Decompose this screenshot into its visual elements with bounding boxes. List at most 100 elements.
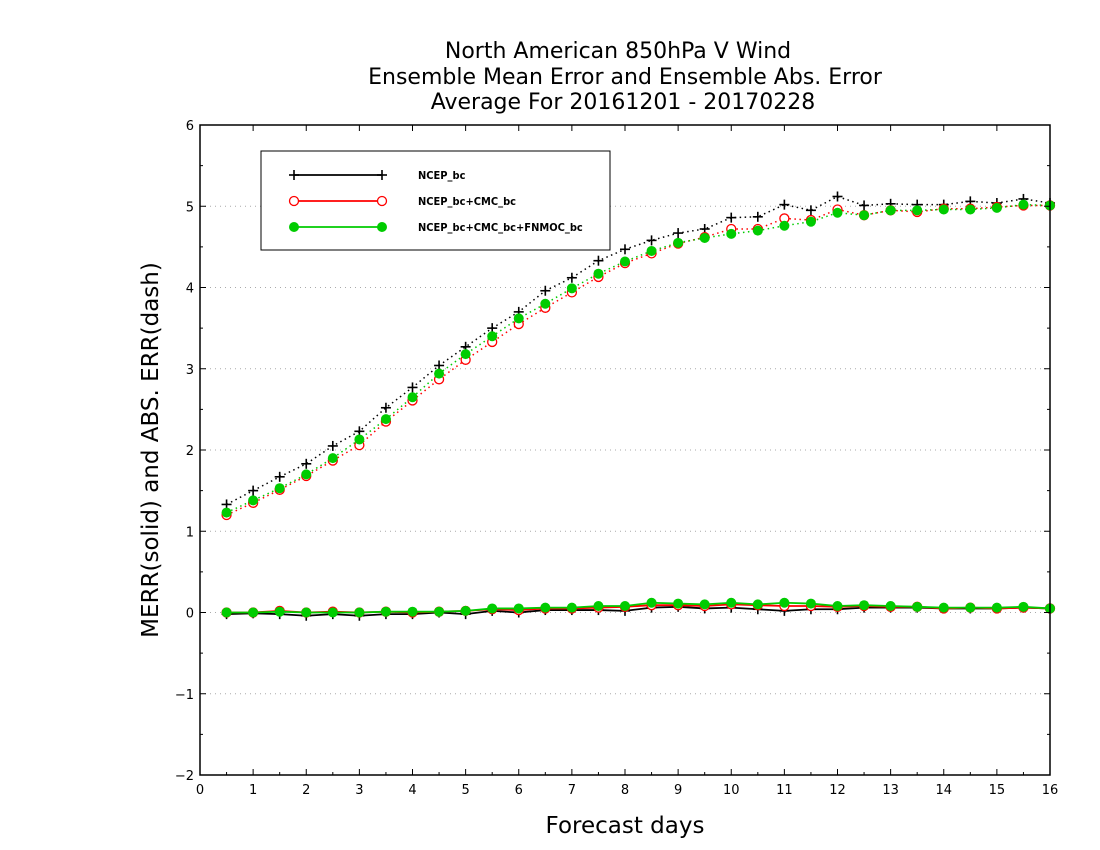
- series-0: [221, 191, 1055, 621]
- x-tick-label: 6: [515, 783, 523, 798]
- mean-error-point: [752, 599, 763, 610]
- x-tick-label: 9: [674, 783, 682, 798]
- mean-error-point: [912, 601, 923, 612]
- abs-error-point: [646, 245, 657, 256]
- mean-error-point: [513, 603, 524, 614]
- abs-error-point: [327, 440, 338, 451]
- abs-error-point: [991, 202, 1002, 213]
- mean-error-point: [354, 607, 365, 618]
- abs-error-point: [965, 204, 976, 215]
- mean-error-point: [540, 602, 551, 613]
- legend-marker: [289, 222, 299, 232]
- abs-error-point: [779, 220, 790, 231]
- abs-error-point: [301, 458, 312, 469]
- abs-error-point: [620, 244, 630, 255]
- x-tick-label: 2: [302, 783, 310, 798]
- abs-error-point: [593, 268, 604, 279]
- abs-error-point: [407, 382, 418, 393]
- abs-error-point: [380, 402, 391, 413]
- abs-error-point: [805, 216, 816, 227]
- y-tick-label: −1: [175, 688, 194, 703]
- abs-error-point: [1018, 199, 1029, 210]
- x-tick-label: 0: [196, 783, 204, 798]
- mean-error-point: [274, 606, 285, 617]
- abs-error-point: [354, 434, 365, 445]
- legend-marker: [376, 195, 388, 207]
- legend-marker: [288, 195, 300, 207]
- x-tick-label: 10: [723, 783, 740, 798]
- mean-error-point: [832, 601, 843, 611]
- title-line-2: Ensemble Mean Error and Ensemble Abs. Er…: [368, 65, 883, 90]
- abs-error-point: [646, 235, 657, 246]
- mean-error-point: [779, 597, 790, 608]
- abs-error-point: [274, 471, 285, 482]
- mean-error-point: [991, 602, 1002, 613]
- abs-error-point: [726, 212, 737, 223]
- abs-error-point: [540, 285, 551, 296]
- legend-label: NCEP_bc+CMC_bc: [418, 195, 516, 208]
- legend-entry-0: NCEP_bc: [289, 169, 466, 182]
- x-tick-label: 15: [989, 783, 1006, 798]
- abs-error-point: [460, 349, 471, 360]
- y-tick-label: 4: [186, 282, 194, 297]
- mean-error-point: [859, 600, 870, 611]
- abs-error-point: [805, 205, 816, 216]
- mean-error-point: [460, 605, 471, 616]
- y-tick-label: −2: [175, 769, 194, 784]
- abs-error-point: [699, 232, 710, 243]
- abs-error-point: [540, 298, 551, 309]
- gridlines: [200, 205, 1050, 695]
- legend-entry-2: NCEP_bc+CMC_bc+FNMOC_bc: [289, 221, 583, 234]
- title-line-3: Average For 20161201 - 20170228: [431, 90, 816, 115]
- abs-error-point: [327, 453, 338, 464]
- legend-label: NCEP_bc: [418, 169, 466, 182]
- x-tick-label: 4: [408, 783, 416, 798]
- series-2: [221, 199, 1055, 618]
- abs-error-point: [407, 392, 418, 403]
- x-tick-label: 7: [568, 783, 576, 798]
- mean-error-point: [434, 606, 445, 617]
- abs-error-point: [380, 414, 391, 425]
- abs-error-point: [832, 207, 843, 218]
- x-tick-label: 14: [935, 783, 952, 798]
- mean-error-point: [699, 599, 710, 610]
- abs-error-point: [274, 483, 285, 494]
- abs-error-line: [226, 203, 1051, 514]
- abs-error-point: [726, 228, 737, 239]
- mean-error-point: [327, 607, 338, 618]
- mean-error-point: [726, 597, 737, 608]
- abs-error-point: [859, 210, 870, 221]
- abs-error-point: [832, 191, 843, 202]
- y-tick-label: 6: [186, 119, 194, 134]
- y-axis-label: MERR(solid) and ABS. ERR(dash): [138, 262, 164, 638]
- y-tick-label: 0: [186, 607, 194, 622]
- mean-error-point: [885, 601, 896, 611]
- x-tick-label: 13: [882, 783, 899, 798]
- chart-title: North American 850hPa V Wind Ensemble Me…: [368, 39, 883, 115]
- abs-error-point: [673, 237, 684, 248]
- mean-error-point: [620, 601, 630, 611]
- abs-error-point: [859, 200, 870, 211]
- x-tick-label: 16: [1042, 783, 1059, 798]
- x-tick-label: 5: [461, 783, 469, 798]
- x-tick-label: 12: [829, 783, 846, 798]
- abs-error-point: [513, 313, 524, 324]
- abs-error-point: [487, 331, 498, 342]
- title-line-1: North American 850hPa V Wind: [445, 39, 791, 64]
- abs-error-line: [226, 204, 1050, 516]
- abs-error-point: [885, 205, 896, 216]
- abs-error-point: [248, 485, 259, 496]
- mean-error-point: [646, 597, 657, 608]
- series-1: [221, 200, 1056, 618]
- mean-error-point: [938, 602, 949, 613]
- plot-series: [221, 191, 1056, 621]
- y-tick-label: 3: [186, 363, 194, 378]
- mean-error-point: [1018, 601, 1029, 612]
- mean-error-point: [407, 606, 418, 617]
- abs-error-point: [752, 211, 763, 222]
- mean-error-point: [248, 607, 259, 618]
- abs-error-point: [221, 507, 232, 518]
- mean-error-point: [805, 598, 816, 609]
